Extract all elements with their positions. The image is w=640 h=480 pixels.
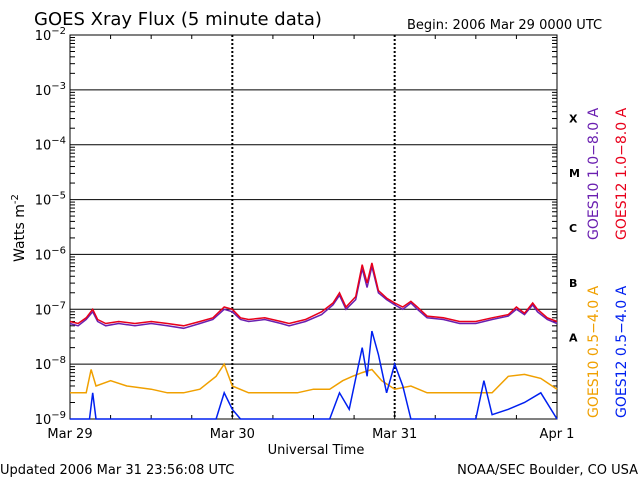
- y-tick-exponent: −5: [51, 191, 66, 202]
- y-tick-label: 10−6: [35, 245, 66, 263]
- y-tick-label: 10−5: [35, 191, 66, 209]
- y-tick-exponent: −2: [51, 26, 66, 37]
- x-axis-label: Universal Time: [268, 443, 365, 458]
- y-axis-label-exp: -2: [10, 194, 21, 204]
- legend-entry: GOES12 0.5−4.0 A: [614, 285, 630, 418]
- y-tick-base: 10: [35, 84, 52, 99]
- y-tick-label: 10−3: [35, 81, 66, 99]
- y-tick-exponent: −9: [51, 410, 66, 421]
- y-tick-exponent: −6: [51, 245, 66, 256]
- y-tick-base: 10: [35, 248, 52, 263]
- y-tick-label: 10−8: [35, 355, 66, 373]
- legend: GOES10 1.0−8.0 A GOES12 1.0−8.0 A GOES10 0…: [586, 107, 630, 418]
- series-line-2: [69, 262, 558, 327]
- y-axis-label: Watts m-2: [10, 194, 28, 262]
- y-tick-label: 10−9: [35, 410, 66, 428]
- flare-class-c: C: [569, 222, 577, 235]
- series-line-4: [70, 330, 558, 420]
- x-tick-label: Mar 30: [210, 427, 255, 442]
- begin-label: Begin: 2006 Mar 29 0000 UTC: [407, 18, 602, 33]
- legend-entry: GOES12 1.0−8.0 A: [614, 107, 630, 240]
- y-tick-base: 10: [35, 358, 52, 373]
- plot-frame: [69, 34, 558, 420]
- legend-entry: GOES10 1.0−8.0 A: [586, 107, 602, 240]
- flare-class-a: A: [569, 332, 578, 345]
- x-tick-label: Mar 31: [372, 427, 417, 442]
- x-tick-label: Apr 1: [540, 427, 575, 442]
- y-tick-base: 10: [35, 139, 52, 154]
- series-line-3: [70, 362, 558, 394]
- chart-title: GOES Xray Flux (5 minute data): [34, 9, 322, 30]
- credit-label: NOAA/SEC Boulder, CO USA: [457, 463, 638, 478]
- legend-entry: GOES10 0.5−4.0 A: [586, 285, 602, 418]
- x-tick-label: Mar 29: [47, 427, 92, 442]
- y-tick-base: 10: [35, 303, 52, 318]
- y-tick-exponent: −3: [51, 81, 66, 92]
- series-line-1: [69, 266, 558, 330]
- y-tick-label: 10−4: [35, 136, 66, 154]
- updated-label: Updated 2006 Mar 31 23:56:08 UTC: [0, 463, 234, 478]
- y-tick-base: 10: [35, 29, 52, 44]
- flare-class-x: X: [569, 112, 578, 125]
- flare-class-m: M: [569, 167, 580, 180]
- y-tick-label: 10−2: [35, 26, 66, 44]
- y-tick-exponent: −7: [51, 300, 66, 311]
- y-tick-base: 10: [35, 194, 52, 209]
- y-tick-exponent: −4: [51, 136, 66, 147]
- y-axis-label-text: Watts m: [12, 204, 28, 262]
- y-tick-base: 10: [35, 413, 52, 428]
- y-tick-label: 10−7: [35, 300, 66, 318]
- flare-class-b: B: [569, 277, 577, 290]
- y-tick-exponent: −8: [51, 355, 66, 366]
